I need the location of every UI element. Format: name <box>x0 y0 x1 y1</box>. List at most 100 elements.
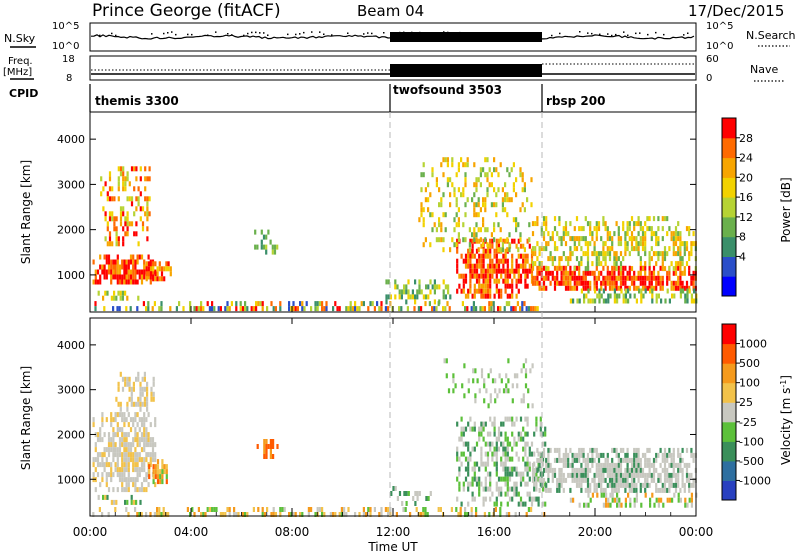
range-cell <box>586 241 590 247</box>
range-cell <box>149 271 153 277</box>
range-cell <box>123 442 126 448</box>
range-cell <box>479 237 482 243</box>
range-cell <box>606 246 609 252</box>
range-cell <box>569 256 572 262</box>
range-cell <box>497 476 501 482</box>
range-cell <box>141 401 144 407</box>
range-cell <box>486 177 489 183</box>
range-cell <box>589 226 592 232</box>
range-cell <box>125 437 128 443</box>
range-cell <box>387 512 390 517</box>
range-cell <box>545 226 548 232</box>
range-cell <box>462 481 465 487</box>
range-cell <box>655 467 658 473</box>
range-cell <box>125 462 128 468</box>
range-cell <box>132 422 135 428</box>
range-cell <box>462 426 465 432</box>
range-cell <box>422 217 425 223</box>
range-cell <box>143 376 146 382</box>
range-cell <box>513 373 517 379</box>
range-cell <box>133 186 136 192</box>
nsky-point <box>607 33 609 35</box>
range-cell <box>135 166 138 172</box>
range-cell <box>564 477 568 483</box>
range-cell <box>536 270 539 276</box>
colorbar-tick-label: -25 <box>739 416 757 429</box>
range-cell <box>587 288 590 294</box>
range-cell <box>389 507 392 512</box>
range-cell <box>508 273 512 279</box>
range-cell <box>605 502 608 508</box>
range-cell <box>92 472 95 478</box>
range-cell <box>497 431 501 437</box>
range-cell <box>455 242 458 248</box>
range-cell <box>484 461 487 467</box>
range-cell <box>600 270 603 276</box>
range-cell <box>522 426 525 432</box>
range-cell <box>578 275 581 281</box>
range-cell <box>613 280 616 286</box>
range-cell <box>132 499 135 505</box>
range-cell <box>506 451 509 457</box>
range-cell <box>648 216 651 222</box>
range-cell <box>513 273 516 279</box>
range-cell <box>526 466 529 472</box>
range-cell <box>464 172 467 178</box>
range-cell <box>380 306 383 312</box>
colorbar-tick-label: 12 <box>739 211 753 224</box>
range-cell <box>99 254 102 260</box>
range-cell <box>479 167 482 173</box>
range-cell <box>690 251 693 257</box>
range-cell <box>508 197 511 203</box>
range-cell <box>659 285 662 291</box>
range-cell <box>637 246 640 252</box>
range-cell <box>141 221 145 227</box>
range-cell <box>497 187 500 193</box>
range-cell <box>535 416 538 422</box>
range-cell <box>526 441 529 447</box>
range-cell <box>538 261 541 267</box>
range-cell <box>483 378 486 384</box>
range-cell <box>123 472 126 478</box>
range-cell <box>107 264 111 270</box>
range-cell <box>668 275 671 281</box>
range-cell <box>530 177 533 183</box>
range-cell <box>158 261 161 267</box>
range-cell <box>672 241 675 247</box>
range-cell <box>489 258 492 264</box>
range-cell <box>228 512 231 517</box>
range-cell <box>624 236 627 242</box>
range-cell <box>644 246 647 252</box>
range-cell <box>119 401 122 407</box>
range-cell <box>519 232 522 238</box>
range-cell <box>519 278 523 284</box>
range-cell <box>526 456 529 462</box>
range-cell <box>148 166 151 172</box>
range-cell <box>506 268 509 274</box>
range-cell <box>281 507 284 512</box>
range-cell <box>467 258 470 264</box>
range-cell <box>471 253 474 259</box>
range-cell <box>536 241 539 247</box>
range-cell <box>103 274 106 280</box>
range-cell <box>462 192 465 198</box>
range-cell <box>511 466 514 472</box>
range-cell <box>652 477 656 483</box>
range-cell <box>539 466 542 472</box>
range-cell <box>125 417 128 423</box>
range-cell <box>506 501 509 507</box>
range-cell <box>136 452 139 458</box>
range-cell <box>604 226 607 232</box>
range-cell <box>693 288 696 294</box>
range-cell <box>457 232 460 238</box>
range-cell <box>136 306 139 312</box>
range-cell <box>145 271 148 277</box>
range-cell <box>569 285 572 291</box>
range-cell <box>439 507 442 512</box>
range-cell <box>506 192 509 198</box>
freq-tick-top: 18 <box>62 54 75 65</box>
range-cell <box>486 471 490 477</box>
range-cell <box>684 497 687 503</box>
nsky-point <box>599 33 601 36</box>
colorbar-swatch <box>722 216 736 238</box>
